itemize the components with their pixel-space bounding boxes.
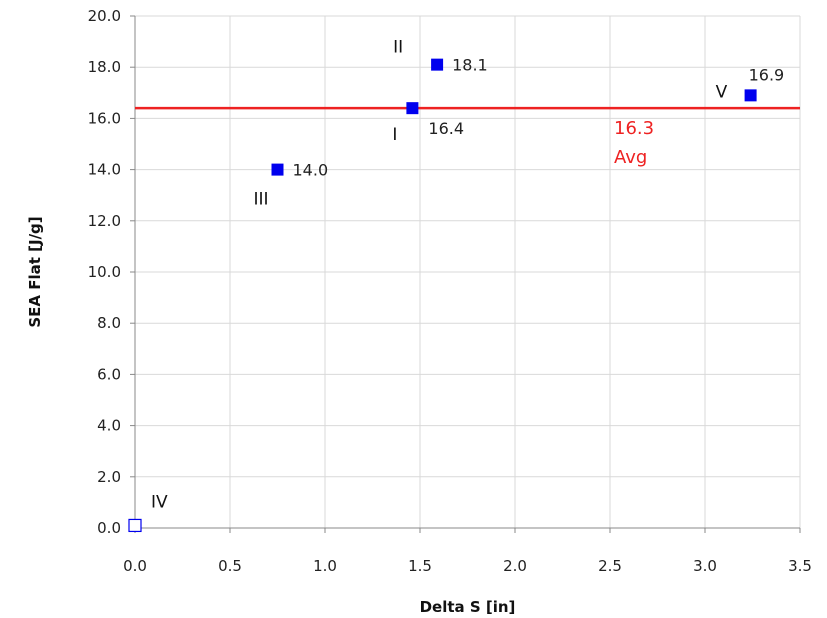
average-text-label: Avg bbox=[614, 147, 647, 168]
x-tick-label: 0.0 bbox=[123, 557, 147, 575]
data-point-value-label: 16.9 bbox=[749, 65, 785, 84]
data-point-marker bbox=[128, 518, 142, 533]
data-points: 16.4 I 18.1 II 14.0 III IV 16.9 V bbox=[128, 38, 785, 533]
y-tick-label: 16.0 bbox=[88, 109, 121, 127]
y-tick-label: 8.0 bbox=[97, 314, 121, 332]
tick-labels: 0.0 2.0 4.0 6.0 8.0 10.0 12.0 14.0 16.0 18.0 20.0 0… bbox=[88, 7, 812, 575]
average-value-label: 16.3 bbox=[614, 118, 654, 139]
y-tick-label: 18.0 bbox=[88, 58, 121, 76]
data-point-id-label: II bbox=[393, 38, 403, 58]
y-axis-title: SEA Flat [J/g] bbox=[26, 216, 44, 327]
data-point-marker bbox=[406, 102, 419, 115]
data-point-id-label: III bbox=[254, 190, 269, 210]
x-axis-title: Delta S [in] bbox=[420, 598, 516, 616]
data-point-value-label: 14.0 bbox=[293, 161, 329, 180]
x-tick-label: 0.5 bbox=[218, 557, 242, 575]
data-point-id-label: V bbox=[716, 82, 728, 102]
grid bbox=[135, 15, 801, 528]
y-tick-label: 20.0 bbox=[88, 7, 121, 25]
average-line-group: 16.3 Avg bbox=[135, 106, 800, 168]
data-point-value-label: 18.1 bbox=[452, 56, 488, 75]
data-point-marker bbox=[271, 163, 284, 176]
y-tick-label: 2.0 bbox=[97, 468, 121, 486]
data-point-marker bbox=[744, 89, 757, 102]
data-point-value-label: 16.4 bbox=[428, 119, 464, 138]
x-tick-label: 2.5 bbox=[598, 557, 622, 575]
y-tick-label: 14.0 bbox=[88, 161, 121, 179]
x-tick-label: 1.0 bbox=[313, 557, 337, 575]
data-point-marker bbox=[431, 58, 444, 71]
data-point-id-label: IV bbox=[151, 492, 168, 512]
y-tick-label: 4.0 bbox=[97, 417, 121, 435]
x-tick-label: 3.0 bbox=[693, 557, 717, 575]
y-tick-label: 12.0 bbox=[88, 212, 121, 230]
x-tick-label: 1.5 bbox=[408, 557, 432, 575]
y-tick-label: 0.0 bbox=[97, 519, 121, 537]
y-tick-label: 6.0 bbox=[97, 365, 121, 383]
data-point-id-label: I bbox=[392, 125, 397, 145]
x-tick-label: 3.5 bbox=[788, 557, 812, 575]
x-tick-label: 2.0 bbox=[503, 557, 527, 575]
y-tick-label: 10.0 bbox=[88, 263, 121, 281]
